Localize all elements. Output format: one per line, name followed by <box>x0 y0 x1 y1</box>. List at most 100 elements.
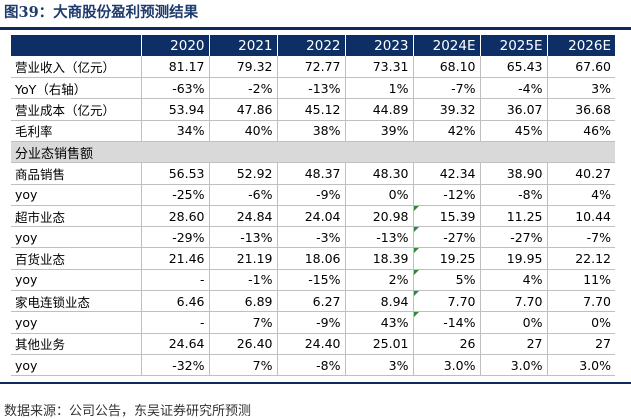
table-cell: 7.70 <box>479 290 547 313</box>
table-cell: 3.0% <box>412 354 480 377</box>
row-label: yoy <box>11 184 141 206</box>
table-cell: 4% <box>546 184 615 206</box>
table-cell: 0% <box>479 311 547 334</box>
table-cell: 6.46 <box>140 290 209 313</box>
table-cell: -1% <box>208 269 277 292</box>
row-label: yoy <box>11 354 141 377</box>
source-note: 数据来源：公司公告，东吴证券研究所预测 <box>4 404 252 419</box>
table-cell: 0% <box>344 184 413 206</box>
table-cell: 36.68 <box>546 98 615 121</box>
table-row: 百货业态 21.46 21.19 18.06 18.39 19.25 19.95 22.12 <box>11 247 615 270</box>
table-cell: 3% <box>344 354 413 377</box>
header-year: 2020 <box>140 35 209 57</box>
table-cell: 18.06 <box>276 247 345 270</box>
table-cell: 68.10 <box>412 56 480 79</box>
table-row: 商品销售 56.53 52.92 48.37 48.30 42.34 38.90 40.27 <box>11 162 615 185</box>
row-label: 其他业务 <box>11 333 141 355</box>
table-cell: 11% <box>546 269 615 292</box>
table-cell: - <box>140 311 209 334</box>
table-cell: 52.92 <box>208 162 277 185</box>
table-cell: 47.86 <box>208 98 277 121</box>
row-label: 营业成本（亿元） <box>11 98 141 121</box>
table-cell: -14% <box>412 311 480 334</box>
table-cell: 36.07 <box>479 98 547 121</box>
table-cell: 15.39 <box>412 205 480 228</box>
table-cell: 27 <box>479 333 547 355</box>
table-cell: 44.89 <box>344 98 413 121</box>
table-cell: -6% <box>208 184 277 206</box>
table-cell: 48.37 <box>276 162 345 185</box>
table-cell: 24.64 <box>140 333 209 355</box>
table-cell: 45% <box>479 120 547 142</box>
table-cell: 42% <box>412 120 480 142</box>
header-year: 2022 <box>276 35 345 57</box>
figure-title: 图39：大商股份盈利预测结果 <box>4 4 199 21</box>
table-cell: 19.25 <box>412 247 480 270</box>
table-row: YoY（右轴） -63% -2% -13% 1% -7% -4% 3% <box>11 77 615 100</box>
header-year: 2021 <box>208 35 277 57</box>
table-cell: -7% <box>546 226 615 249</box>
table-row: 营业成本（亿元） 53.94 47.86 45.12 44.89 39.32 36.07 36… <box>11 98 615 121</box>
table-cell: -8% <box>276 354 345 377</box>
table-cell: 53.94 <box>140 98 209 121</box>
table-body: 营业收入（亿元） 81.17 79.32 72.77 73.31 68.10 65.43 67… <box>11 56 615 377</box>
row-label: 百货业态 <box>11 247 141 270</box>
table-cell: 48.30 <box>344 162 413 185</box>
table-cell: 3.0% <box>546 354 615 377</box>
row-label: yoy <box>11 269 141 292</box>
table-cell: 73.31 <box>344 56 413 79</box>
table-cell: -8% <box>479 184 547 206</box>
row-label: 毛利率 <box>11 120 141 142</box>
table-cell: -4% <box>479 77 547 100</box>
table-cell: 3.0% <box>479 354 547 377</box>
table-cell: 21.19 <box>208 247 277 270</box>
table-cell: 26.40 <box>208 333 277 355</box>
section-filler <box>141 141 615 164</box>
table-cell: 6.89 <box>208 290 277 313</box>
header-year: 2024E <box>412 35 480 57</box>
section-label: 分业态销售额 <box>11 141 141 164</box>
table-cell: 18.39 <box>344 247 413 270</box>
table-row: yoy -29% -13% -3% -13% -27% -27% -7% <box>11 226 615 249</box>
table-cell: 0% <box>546 311 615 334</box>
table-cell: 27 <box>546 333 615 355</box>
row-label: yoy <box>11 311 141 334</box>
header-row: 2020 2021 2022 2023 2024E 2025E 2026E <box>11 35 615 57</box>
table-row: yoy - -1% -15% 2% 5% 4% 11% <box>11 269 615 292</box>
table-cell: 7.70 <box>412 290 480 313</box>
table-cell: 39.32 <box>412 98 480 121</box>
row-label: 营业收入（亿元） <box>11 56 141 79</box>
row-label: 超市业态 <box>11 205 141 228</box>
table-row: 营业收入（亿元） 81.17 79.32 72.77 73.31 68.10 65.43 67… <box>11 56 615 79</box>
table-cell: 40% <box>208 120 277 142</box>
table-cell: -25% <box>140 184 209 206</box>
table-cell: 2% <box>344 269 413 292</box>
table-cell: 43% <box>344 311 413 334</box>
table-cell: 6.27 <box>276 290 345 313</box>
table-cell: 8.94 <box>344 290 413 313</box>
table-cell: 38% <box>276 120 345 142</box>
table-cell: -27% <box>479 226 547 249</box>
header-year: 2023 <box>344 35 413 57</box>
table-cell: 19.95 <box>479 247 547 270</box>
table-cell: 45.12 <box>276 98 345 121</box>
table-cell: - <box>140 269 209 292</box>
table-row: 其他业务 24.64 26.40 24.40 25.01 26 27 27 <box>11 333 615 355</box>
table-cell: 46% <box>546 120 615 142</box>
title-divider <box>0 27 631 30</box>
table-cell: -32% <box>140 354 209 377</box>
table-cell: -7% <box>412 77 480 100</box>
table-cell: 24.04 <box>276 205 345 228</box>
table-cell: -63% <box>140 77 209 100</box>
table-cell: -9% <box>276 311 345 334</box>
section-row: 分业态销售额 <box>11 141 615 164</box>
table-row: 家电连锁业态 6.46 6.89 6.27 8.94 7.70 7.70 7.70 <box>11 290 615 313</box>
table-cell: 11.25 <box>479 205 547 228</box>
table-cell: 21.46 <box>140 247 209 270</box>
bottom-divider <box>0 382 631 384</box>
table-cell: -9% <box>276 184 345 206</box>
table-cell: 3% <box>546 77 615 100</box>
table-cell: 40.27 <box>546 162 615 185</box>
table-cell: -13% <box>276 77 345 100</box>
table-cell: 20.98 <box>344 205 413 228</box>
